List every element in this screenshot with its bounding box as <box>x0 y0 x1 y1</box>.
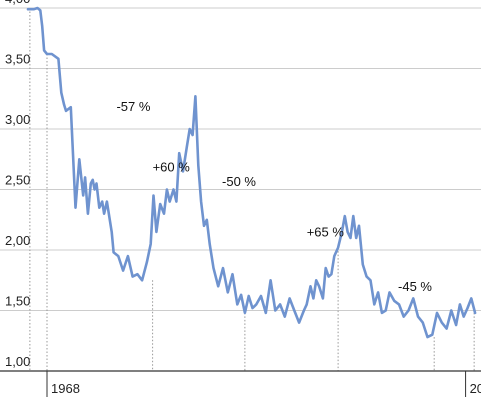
series-line <box>26 6 477 339</box>
series-layer <box>26 6 477 339</box>
label-layer: 4,00 3,50 3,00 2,50 2,00 1,50 1,00 1968 2012 -57 … <box>5 0 481 396</box>
y-tick-label: 4,00 <box>5 0 30 6</box>
y-tick-label: 3,50 <box>5 52 30 67</box>
percent-annotation: -57 % <box>116 99 150 114</box>
percent-annotation: +65 % <box>307 225 345 240</box>
percent-annotation: -50 % <box>222 174 256 189</box>
y-tick-label: 1,50 <box>5 294 30 309</box>
y-tick-label: 2,50 <box>5 173 30 188</box>
percent-annotation: -45 % <box>398 279 432 294</box>
percent-annotation: +60 % <box>153 159 191 174</box>
x-tick-label: 1968 <box>51 381 80 396</box>
x-tick-label: 2012 <box>470 381 481 396</box>
grid-layer <box>0 7 481 311</box>
y-tick-label: 2,00 <box>5 233 30 248</box>
guide-lines-layer <box>29 8 475 371</box>
y-tick-label: 3,00 <box>5 112 30 127</box>
y-tick-label: 1,00 <box>5 354 30 369</box>
axis-layer <box>0 370 481 397</box>
